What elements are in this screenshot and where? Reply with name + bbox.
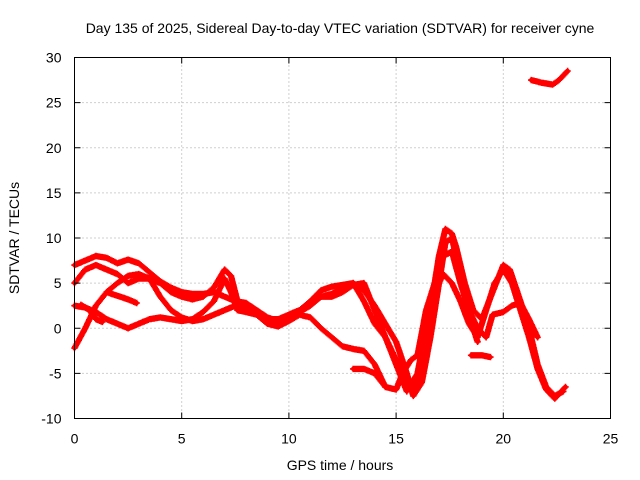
series-arc-h xyxy=(467,352,494,361)
x-tick-label: 10 xyxy=(281,431,297,447)
x-tick-label: 0 xyxy=(71,431,79,447)
x-tick-label: 5 xyxy=(178,431,186,447)
y-tick-label: 25 xyxy=(46,95,62,111)
tick-layer: 0 5 10 15 20 25 -10 -5 0 5 10 15 20 25 30 xyxy=(41,50,618,447)
y-tick-label: 5 xyxy=(54,275,62,291)
y-tick-label: -10 xyxy=(41,411,61,427)
chart-title: Day 135 of 2025, Sidereal Day-to-day VTE… xyxy=(86,20,595,36)
series-arc-c xyxy=(71,266,569,402)
data-point-marker xyxy=(467,352,494,361)
y-tick-label: 15 xyxy=(46,185,62,201)
y-tick-label: 20 xyxy=(46,140,62,156)
y-tick-label: 10 xyxy=(46,230,62,246)
x-axis-label: GPS time / hours xyxy=(287,457,394,473)
y-tick-label: 30 xyxy=(46,50,62,66)
data-point-marker xyxy=(528,67,571,88)
y-axis-label: SDTVAR / TECUs xyxy=(6,182,22,294)
data-point-marker xyxy=(103,288,140,307)
grid-layer xyxy=(74,57,611,419)
y-tick-label: -5 xyxy=(49,365,62,381)
x-tick-label: 20 xyxy=(496,431,512,447)
series-arc-i xyxy=(528,67,571,88)
series-arc-g xyxy=(350,365,389,391)
series-arc-e xyxy=(77,301,106,326)
series-layer xyxy=(71,67,571,402)
series-arc-f xyxy=(103,288,140,307)
y-tick-label: 0 xyxy=(54,320,62,336)
data-point-marker xyxy=(77,301,106,326)
series-line xyxy=(72,226,566,399)
data-point-marker xyxy=(71,266,569,402)
x-tick-label: 25 xyxy=(603,431,619,447)
x-tick-label: 15 xyxy=(388,431,404,447)
data-point-marker xyxy=(350,365,389,391)
